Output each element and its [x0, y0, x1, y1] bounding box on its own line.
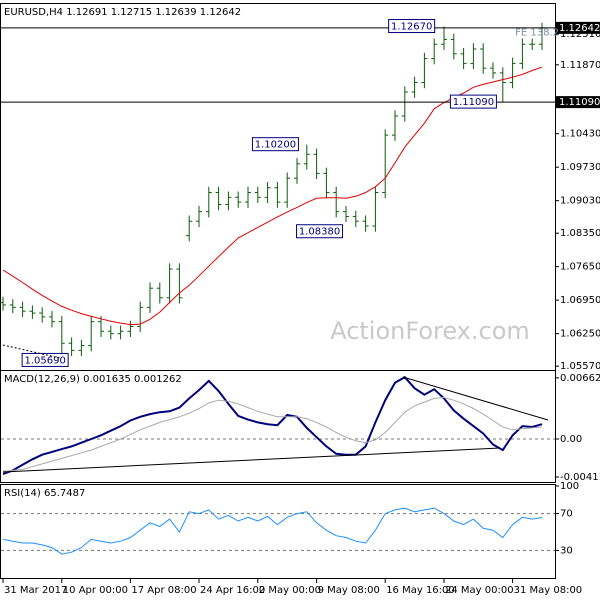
y-tick-label: 70 [560, 509, 573, 520]
trend-line [402, 376, 549, 421]
y-tick-label: 100 [560, 481, 579, 492]
x-tick-label: 16 May 16:00 [386, 585, 455, 596]
y-tick-label: 1.11870 [560, 60, 600, 71]
annotation-box [388, 19, 436, 34]
price-label-box [556, 96, 600, 109]
y-tick-label: 1.09030 [560, 196, 600, 207]
y-tick-label: 1.09730 [560, 162, 600, 173]
y-tick-label: 1.06250 [560, 329, 600, 340]
watermark: ActionForex.com [330, 317, 530, 345]
annotation: FE 138.2 [515, 27, 559, 38]
pane-frame [0, 3, 556, 371]
y-tick-label: 1.06950 [560, 295, 600, 306]
annotation: 1.05690 [24, 355, 65, 366]
line [2, 507, 543, 555]
price-label: 1.11090 [559, 97, 600, 108]
annotation: 1.08380 [299, 227, 340, 238]
annotation-box [449, 94, 497, 109]
x-tick-label: 31 May 08:00 [514, 585, 583, 596]
y-tick-label: 1.12510 [560, 29, 600, 40]
line [2, 375, 543, 476]
trend-line [2, 344, 61, 359]
annotation-box [21, 352, 69, 367]
y-tick-label: 0.006624 [560, 373, 600, 384]
trend-line [2, 447, 501, 473]
y-tick-label: 0.00 [560, 434, 582, 445]
pane-title: MACD(12,26,9) 0.001635 0.001262 [4, 374, 182, 385]
annotation: 1.10200 [255, 140, 296, 151]
y-tick-label: 30 [560, 545, 573, 556]
y-tick-label: 1.10430 [560, 129, 600, 140]
annotation: 1.12670 [391, 22, 432, 33]
annotation-box [251, 137, 299, 152]
x-tick-label: 2 May 00:00 [259, 585, 321, 596]
x-tick-label: 17 Apr 08:00 [131, 585, 196, 596]
price-label: 1.12642 [559, 23, 600, 34]
line [2, 396, 543, 472]
pane-frame [0, 370, 556, 483]
pane-title: EURUSD,H4 1.12691 1.12715 1.12639 1.1264… [4, 7, 241, 18]
y-tick-label: -0.004116 [560, 472, 600, 483]
annotation: 1.11090 [453, 97, 494, 108]
y-tick-label: 1.05570 [560, 361, 600, 372]
pane-frame [0, 484, 556, 579]
x-tick-label: 24 May 00:00 [445, 585, 514, 596]
x-tick-label: 9 May 08:00 [318, 585, 380, 596]
annotation-box [296, 224, 344, 239]
y-tick-label: 1.07650 [560, 262, 600, 273]
pane-title: RSI(14) 65.7487 [4, 488, 85, 499]
x-tick-label: 10 Apr 00:00 [63, 585, 128, 596]
price-label-box [556, 21, 600, 34]
x-tick-label: 24 Apr 16:00 [200, 585, 265, 596]
y-tick-label: 1.08350 [560, 228, 600, 239]
x-tick-label: 31 Mar 2017 [4, 585, 67, 596]
